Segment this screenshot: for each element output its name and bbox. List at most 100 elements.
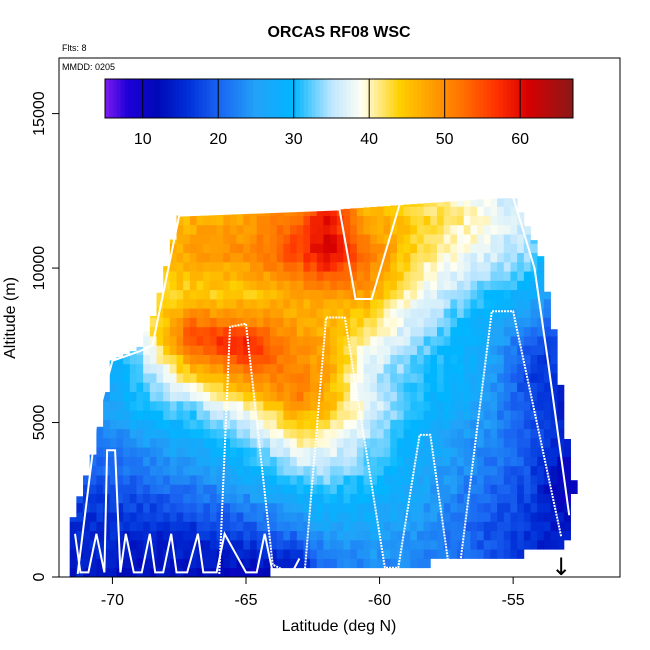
heatmap-cell bbox=[229, 549, 238, 559]
heatmap-cell bbox=[396, 437, 405, 448]
heatmap-cell bbox=[296, 447, 304, 457]
heatmap-cell bbox=[263, 373, 271, 383]
heatmap-cell bbox=[430, 289, 438, 300]
heatmap-cell bbox=[483, 539, 491, 550]
heatmap-cell bbox=[89, 558, 97, 569]
heatmap-cell bbox=[189, 326, 197, 337]
heatmap-cell bbox=[163, 308, 171, 318]
heatmap-cell bbox=[189, 215, 197, 226]
heatmap-cell bbox=[383, 428, 391, 439]
heatmap-cell bbox=[437, 298, 445, 309]
heatmap-cell bbox=[303, 326, 311, 337]
heatmap-cell bbox=[410, 252, 418, 263]
heatmap-cell bbox=[270, 391, 278, 402]
heatmap-cell bbox=[216, 224, 224, 235]
heatmap-cell bbox=[410, 336, 418, 346]
heatmap-cell bbox=[483, 206, 491, 216]
heatmap-cell bbox=[129, 363, 137, 374]
heatmap-cell bbox=[263, 530, 271, 541]
heatmap-cell bbox=[423, 206, 431, 216]
heatmap-cell bbox=[497, 465, 505, 476]
heatmap-cell bbox=[416, 521, 425, 532]
heatmap-cell bbox=[89, 549, 97, 559]
heatmap-cell bbox=[116, 400, 124, 411]
colorbar-segment bbox=[358, 79, 363, 118]
heatmap-cell bbox=[383, 419, 391, 430]
heatmap-cell bbox=[437, 391, 445, 402]
heatmap-cell bbox=[296, 382, 304, 393]
heatmap-cell bbox=[203, 252, 211, 263]
heatmap-cell bbox=[129, 428, 137, 439]
heatmap-cell bbox=[243, 243, 251, 254]
heatmap-cell bbox=[390, 484, 398, 494]
heatmap-cell bbox=[236, 493, 244, 504]
heatmap-cell bbox=[270, 530, 278, 541]
heatmap-cell bbox=[343, 208, 351, 216]
heatmap-cell bbox=[403, 224, 411, 235]
heatmap-cell bbox=[383, 382, 391, 393]
heatmap-cell bbox=[470, 252, 478, 263]
heatmap-cell bbox=[403, 391, 411, 402]
heatmap-cell bbox=[463, 243, 471, 254]
heatmap-cell bbox=[270, 410, 278, 420]
heatmap-cell bbox=[290, 465, 298, 476]
heatmap-cell bbox=[550, 382, 558, 393]
colorbar-segment bbox=[432, 79, 437, 118]
heatmap-cell bbox=[276, 521, 284, 532]
heatmap-cell bbox=[477, 363, 485, 374]
heatmap-cell bbox=[396, 558, 405, 569]
heatmap-cell bbox=[149, 428, 157, 439]
heatmap-cell bbox=[483, 308, 491, 318]
heatmap-cell bbox=[477, 437, 485, 448]
heatmap-cell bbox=[316, 502, 324, 513]
heatmap-cell bbox=[336, 345, 344, 355]
heatmap-cell bbox=[450, 530, 458, 541]
heatmap-cell bbox=[437, 484, 445, 494]
heatmap-cell bbox=[543, 419, 551, 430]
heatmap-cell bbox=[390, 345, 398, 355]
heatmap-cell bbox=[270, 271, 278, 281]
heatmap-cell bbox=[550, 391, 558, 402]
heatmap-cell bbox=[123, 400, 131, 411]
heatmap-cell bbox=[276, 354, 284, 365]
heatmap-cell bbox=[116, 512, 124, 522]
heatmap-cell bbox=[490, 271, 498, 281]
heatmap-cell bbox=[390, 206, 398, 216]
heatmap-cell bbox=[123, 549, 131, 559]
heatmap-cell bbox=[530, 428, 538, 439]
heatmap-cell bbox=[430, 419, 438, 430]
heatmap-cell bbox=[216, 530, 224, 541]
heatmap-cell bbox=[276, 317, 284, 328]
colorbar-segment bbox=[456, 79, 461, 118]
heatmap-cell bbox=[270, 261, 278, 272]
heatmap-cell bbox=[176, 521, 184, 532]
heatmap-cell bbox=[203, 224, 211, 235]
heatmap-cell bbox=[470, 298, 478, 309]
heatmap-cell bbox=[497, 280, 505, 291]
heatmap-cell bbox=[416, 203, 425, 207]
heatmap-cell bbox=[229, 243, 238, 254]
heatmap-cell bbox=[350, 317, 358, 328]
colorbar-segment bbox=[413, 79, 418, 118]
heatmap-cell bbox=[310, 400, 318, 411]
heatmap-cell bbox=[156, 539, 164, 550]
heatmap-cell bbox=[336, 308, 344, 318]
heatmap-cell bbox=[196, 252, 204, 263]
heatmap-cell bbox=[163, 484, 171, 494]
heatmap-cell bbox=[316, 326, 324, 337]
heatmap-cell bbox=[423, 549, 431, 559]
heatmap-cell bbox=[323, 437, 331, 448]
heatmap-cell bbox=[270, 502, 278, 513]
heatmap-cell bbox=[457, 354, 465, 365]
heatmap-cell bbox=[276, 410, 284, 420]
heatmap-cell bbox=[537, 336, 545, 346]
colorbar-segment bbox=[401, 79, 406, 118]
heatmap-cell bbox=[330, 549, 338, 559]
heatmap-cell bbox=[376, 317, 384, 328]
heatmap-cell bbox=[136, 391, 144, 402]
heatmap-cell bbox=[196, 373, 204, 383]
heatmap-cell bbox=[470, 215, 478, 226]
heatmap-cell bbox=[209, 391, 218, 402]
heatmap-cell bbox=[229, 261, 238, 272]
heatmap-cell bbox=[450, 391, 458, 402]
